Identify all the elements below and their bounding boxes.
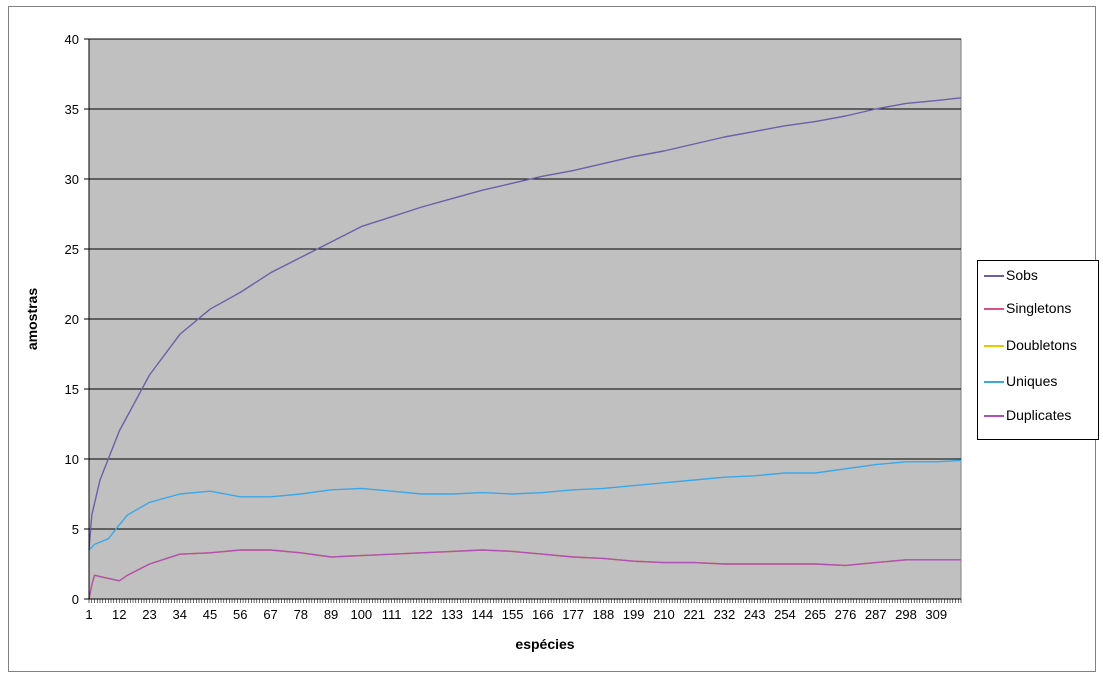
x-tick-label: 133 [441, 607, 463, 622]
series-line-duplicates [88, 549, 961, 600]
y-tick-label: 35 [65, 102, 79, 117]
x-tick-label: 155 [502, 607, 524, 622]
x-tick-label: 166 [532, 607, 554, 622]
x-tick-label: 177 [562, 607, 584, 622]
legend-label: Uniques [1006, 373, 1058, 389]
x-tick-label: 1 [85, 607, 92, 622]
legend-label: Singletons [1006, 300, 1072, 316]
x-tick-label: 309 [925, 607, 947, 622]
legend-swatch [984, 415, 1004, 417]
x-tick-label: 89 [324, 607, 338, 622]
x-tick-label: 287 [865, 607, 887, 622]
legend-swatch [984, 381, 1004, 383]
y-tick-label: 40 [65, 32, 79, 47]
x-tick-label: 100 [350, 607, 372, 622]
x-tick-label: 232 [714, 607, 736, 622]
y-axis-title: amostras [24, 288, 40, 350]
x-tick-label: 12 [112, 607, 126, 622]
chart-frame: 0 5 10 15 20 25 30 35 40 1 12 23 34 45 56 67 78 89 100 111 1… [8, 6, 1099, 672]
series-line-uniques [88, 459, 962, 551]
x-axis-title: espécies [515, 636, 574, 652]
chart-legend: Sobs Singletons Doubletons Uniques Duplicate… [977, 260, 1099, 440]
legend-label: Doubletons [1006, 337, 1077, 353]
legend-swatch [984, 345, 1004, 347]
x-tick-label: 254 [774, 607, 796, 622]
y-tick-label: 20 [65, 312, 79, 327]
x-tick-label: 122 [411, 607, 433, 622]
y-tick-label: 15 [65, 382, 79, 397]
x-tick-label: 78 [294, 607, 308, 622]
x-tick-label: 199 [623, 607, 645, 622]
x-tick-label: 56 [233, 607, 247, 622]
x-tick-label: 221 [683, 607, 705, 622]
y-tick-label: 30 [65, 172, 79, 187]
x-tick-label: 210 [653, 607, 675, 622]
series-line-sobs [88, 97, 962, 551]
x-tick-label: 265 [804, 607, 826, 622]
x-tick-label: 23 [142, 607, 156, 622]
legend-label: Duplicates [1006, 407, 1072, 423]
x-tick-label: 276 [835, 607, 857, 622]
x-tick-label: 243 [744, 607, 766, 622]
x-tick-label: 144 [472, 607, 494, 622]
x-tick-label: 188 [593, 607, 615, 622]
x-tick-label: 45 [203, 607, 217, 622]
y-tick-label: 10 [65, 452, 79, 467]
legend-label: Sobs [1006, 267, 1038, 283]
y-tick-label: 5 [72, 522, 79, 537]
x-tick-label: 111 [382, 607, 402, 622]
y-tick-label: 0 [72, 592, 79, 607]
x-tick-label: 67 [263, 607, 277, 622]
y-tick-label: 25 [65, 242, 79, 257]
x-tick-label: 298 [895, 607, 917, 622]
x-tick-label: 34 [173, 607, 187, 622]
legend-swatch [984, 275, 1004, 277]
chart-plot: 0 5 10 15 20 25 30 35 40 1 12 23 34 45 56 67 78 89 100 111 1… [24, 32, 962, 652]
legend-swatch [984, 308, 1004, 310]
